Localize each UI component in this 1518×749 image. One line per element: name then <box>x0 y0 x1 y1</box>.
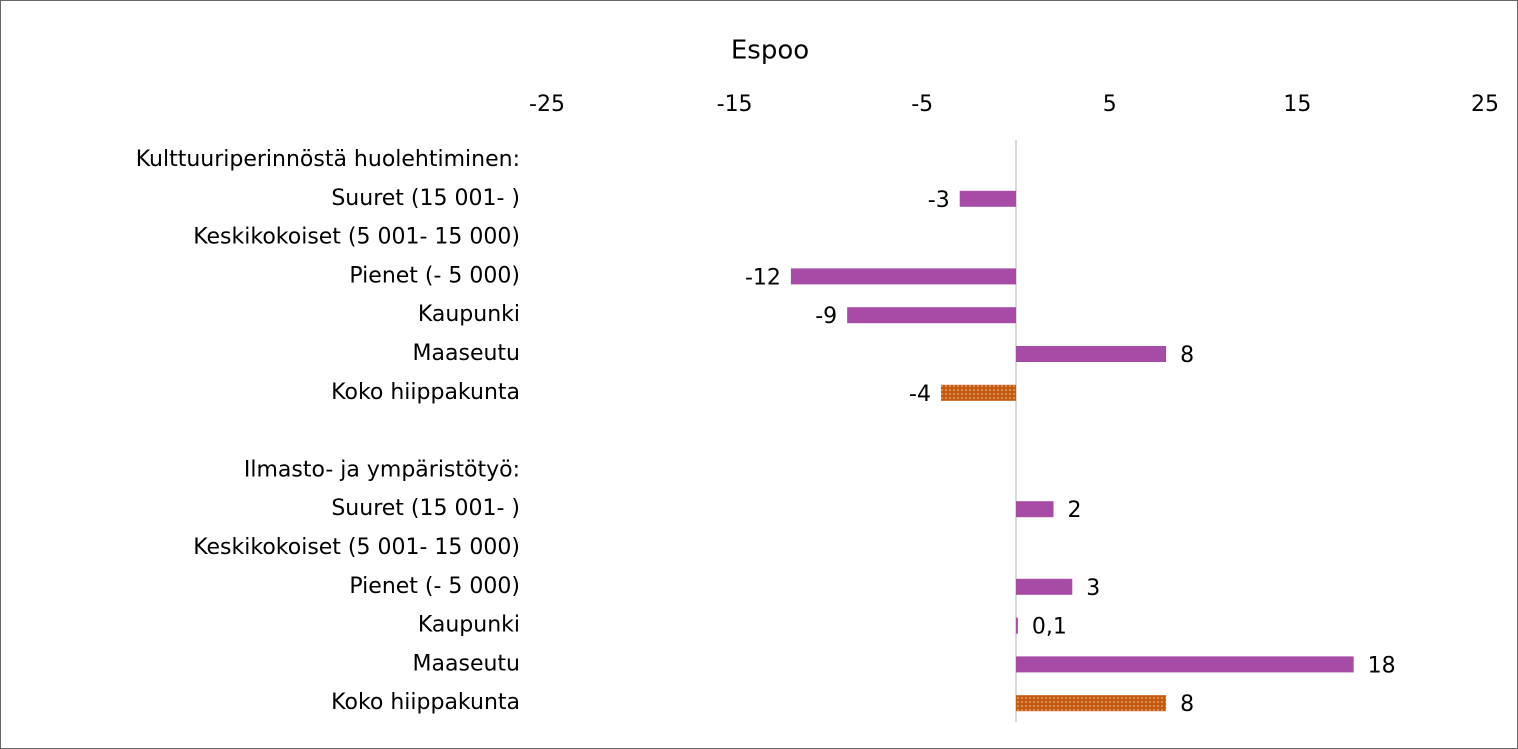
data-label: 18 <box>1368 653 1396 678</box>
chart-title: Espoo <box>731 36 809 66</box>
y-tick-label: Keskikokoiset (5 001- 15 000) <box>193 535 520 560</box>
y-tick-label: Ilmasto- ja ympäristötyö: <box>244 457 520 482</box>
y-tick-label: Maaseutu <box>413 651 520 676</box>
y-tick-label: Pienet (- 5 000) <box>349 574 520 599</box>
y-tick-label: Suuret (15 001- ) <box>331 186 520 211</box>
data-label: 3 <box>1086 576 1100 601</box>
x-tick-label: 15 <box>1283 92 1311 117</box>
data-label: -4 <box>909 382 931 407</box>
bar <box>1016 656 1354 673</box>
bar <box>1016 578 1073 595</box>
data-label: -9 <box>815 304 837 329</box>
bar <box>790 268 1016 285</box>
y-tick-label: Kaupunki <box>418 302 520 327</box>
data-label: 0,1 <box>1032 615 1067 640</box>
x-tick-label: -15 <box>717 92 753 117</box>
y-tick-label: Koko hiippakunta <box>331 380 520 405</box>
data-label: 2 <box>1068 498 1082 523</box>
x-tick-label: -25 <box>529 92 565 117</box>
bar <box>940 384 1016 401</box>
x-tick-label: -5 <box>911 92 933 117</box>
x-tick-label: 5 <box>1103 92 1117 117</box>
x-tick-label: 25 <box>1471 92 1499 117</box>
bar <box>1016 346 1167 362</box>
bar <box>1016 695 1167 712</box>
y-tick-label: Pienet (- 5 000) <box>349 263 520 288</box>
bar <box>1016 501 1054 518</box>
bar <box>959 190 1016 207</box>
bar <box>1016 617 1018 634</box>
data-label: -12 <box>745 265 781 290</box>
y-tick-label: Kulttuuriperinnöstä huolehtiminen: <box>136 147 520 172</box>
y-tick-label: Koko hiippakunta <box>331 690 520 715</box>
bar <box>847 307 1016 324</box>
data-label: -3 <box>928 188 950 213</box>
data-label: 8 <box>1180 692 1194 717</box>
y-tick-label: Suuret (15 001- ) <box>331 496 520 521</box>
y-tick-label: Kaupunki <box>418 613 520 638</box>
y-tick-label: Maaseutu <box>413 341 520 366</box>
y-tick-label: Keskikokoiset (5 001- 15 000) <box>193 225 520 250</box>
data-label: 8 <box>1180 343 1194 368</box>
